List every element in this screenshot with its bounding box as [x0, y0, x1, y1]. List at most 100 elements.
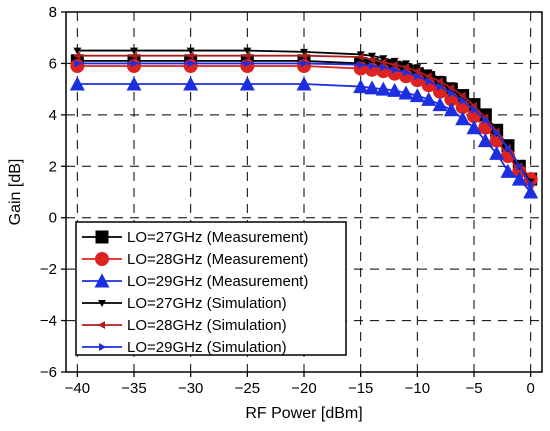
- data-point: [402, 63, 409, 72]
- data-point: [459, 96, 467, 105]
- data-point: [126, 76, 142, 91]
- y-tick-label: −2: [40, 261, 57, 278]
- data-point: [369, 62, 376, 70]
- y-axis-title: Gain [dB]: [7, 159, 24, 226]
- data-point: [375, 81, 391, 96]
- legend-item: LO=27GHz (Simulation): [82, 295, 287, 312]
- data-point: [187, 59, 195, 68]
- data-point: [390, 57, 399, 65]
- data-point: [447, 83, 455, 92]
- x-tick-label: −15: [348, 380, 373, 397]
- data-point: [130, 47, 138, 55]
- data-point: [471, 105, 478, 114]
- data-point: [410, 73, 425, 88]
- data-point: [516, 162, 524, 171]
- x-tick-label: −40: [65, 380, 90, 397]
- legend-box: [75, 221, 347, 356]
- data-point: [74, 59, 82, 68]
- data-point: [379, 55, 388, 63]
- data-point: [436, 77, 443, 86]
- y-tick-label: 2: [49, 158, 57, 175]
- legend-marker: [95, 252, 109, 266]
- series-6: [74, 59, 535, 189]
- data-point: [300, 51, 307, 60]
- legend-marker: [99, 343, 106, 351]
- legend-label: LO=27GHz (Measurement): [127, 229, 308, 246]
- data-point: [243, 47, 252, 55]
- y-tick-label: 4: [49, 107, 57, 124]
- data-point: [70, 59, 85, 73]
- data-point: [402, 60, 410, 68]
- data-point: [424, 69, 433, 77]
- x-tick-label: −20: [291, 380, 316, 397]
- data-point: [413, 67, 421, 76]
- data-point: [455, 111, 471, 126]
- data-point: [357, 60, 365, 69]
- legend-marker: [95, 230, 109, 244]
- data-point: [493, 128, 501, 137]
- x-tick-label: 0: [526, 380, 534, 397]
- y-tick-label: −4: [40, 313, 57, 330]
- data-point: [421, 91, 437, 106]
- data-point: [390, 60, 398, 69]
- x-tick-label: −35: [121, 380, 146, 397]
- data-point: [301, 59, 308, 68]
- x-tick-label: −5: [465, 380, 482, 397]
- data-point: [69, 76, 85, 91]
- data-point: [466, 120, 482, 135]
- data-point: [500, 163, 516, 178]
- legend-marker: [98, 300, 106, 307]
- data-point: [244, 59, 252, 68]
- legend: LO=27GHz (Measurement) LO=28GHz (Measurem…: [75, 221, 347, 356]
- data-point: [183, 76, 199, 91]
- data-point: [131, 59, 138, 68]
- data-point: [243, 51, 251, 60]
- data-point: [477, 133, 493, 148]
- y-tick-label: 8: [49, 4, 57, 21]
- series-layer: [69, 47, 539, 199]
- legend-marker: [94, 273, 110, 288]
- legend-marker: [98, 321, 105, 329]
- data-point: [505, 144, 512, 153]
- data-point: [489, 145, 505, 160]
- data-point: [183, 59, 198, 73]
- legend-item: LO=28GHz (Measurement): [82, 251, 308, 268]
- data-point: [424, 72, 432, 81]
- data-point: [413, 64, 422, 72]
- y-tick-label: 6: [49, 55, 57, 72]
- data-point: [523, 184, 539, 199]
- data-point: [130, 51, 137, 60]
- x-tick-label: −10: [405, 380, 430, 397]
- data-point: [240, 59, 255, 73]
- series-3: [69, 76, 539, 199]
- data-point: [511, 171, 527, 186]
- legend-label: LO=29GHz (Simulation): [127, 339, 287, 356]
- data-point: [403, 68, 410, 77]
- data-point: [186, 47, 195, 55]
- data-point: [482, 116, 490, 124]
- data-point: [527, 180, 535, 189]
- data-point: [448, 89, 456, 97]
- data-point: [379, 58, 387, 67]
- data-point: [368, 52, 376, 60]
- data-point: [127, 59, 141, 73]
- legend-item: LO=29GHz (Measurement): [82, 273, 308, 290]
- y-tick-label: −6: [40, 364, 57, 381]
- data-point: [409, 88, 425, 103]
- data-point: [364, 80, 380, 95]
- data-point: [73, 47, 82, 55]
- data-point: [470, 101, 477, 110]
- x-tick-label: −25: [235, 380, 260, 397]
- data-point: [73, 51, 81, 60]
- data-point: [458, 91, 466, 100]
- legend-item: LO=28GHz (Simulation): [82, 317, 287, 334]
- data-point: [356, 53, 364, 61]
- legend-label: LO=29GHz (Measurement): [127, 273, 308, 290]
- data-point: [391, 65, 399, 74]
- data-point: [437, 82, 444, 91]
- data-point: [443, 102, 459, 117]
- data-point: [300, 48, 308, 56]
- data-point: [297, 59, 311, 73]
